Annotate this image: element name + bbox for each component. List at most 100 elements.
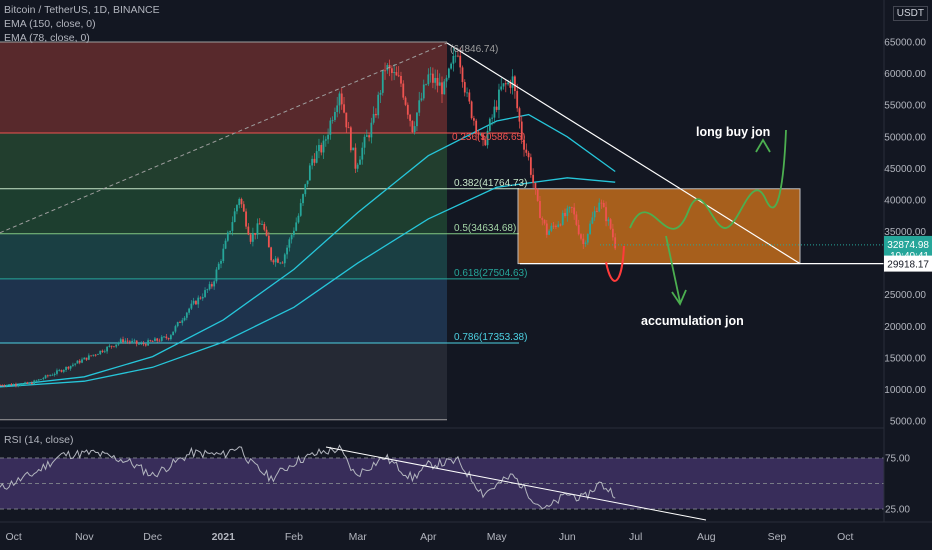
candle-body [475,120,478,134]
candle-body [559,224,562,226]
price-tick-label: 20000.00 [884,322,926,333]
candle-body [229,230,232,233]
candle-body [117,342,120,345]
candle-body [402,83,405,98]
candle-body [409,114,412,121]
accumulation-box [517,188,801,265]
candle-body [352,147,355,151]
candle-body [463,82,466,93]
candle-body [238,198,241,206]
rsi-panel [0,427,884,521]
symbol-legend[interactable]: Bitcoin / TetherUS, 1D, BINANCE [4,4,160,16]
candle-body [354,147,357,169]
time-tick-label: May [487,531,508,543]
ema-line [0,113,616,387]
candle-body [580,234,582,239]
time-scale[interactable] [0,522,932,550]
rsi-trendline [325,446,707,521]
candle-body [614,237,617,249]
candle-body [17,385,20,387]
fib-label: 0.236(50586.65) [452,132,525,143]
fib-label: 0.382(41764.73) [454,178,527,189]
candle-body [593,211,596,218]
candle-body [434,77,437,83]
candle-body [482,134,484,140]
candle-body [427,74,430,85]
candle-body [527,152,530,158]
candle-body [60,370,63,372]
fib-zone [0,133,447,189]
candle-body [176,322,179,327]
rsi-line [0,444,616,510]
time-tick-label: Feb [285,531,303,543]
candle-body [520,121,523,140]
currency-badge[interactable]: USDT [892,6,928,21]
price-tick-label: 45000.00 [884,164,926,175]
candle-body [308,165,311,181]
candle-body [49,375,52,376]
candle-body [279,262,282,264]
candle-body [174,326,177,332]
candle-body [468,92,471,102]
candle-body [224,240,227,249]
candle-body [242,204,245,212]
candle-body [226,232,229,241]
candle-body [222,248,225,261]
candle-body [119,339,122,343]
candle-body [208,284,211,290]
candle-body [555,225,557,227]
candle-body [570,206,573,208]
candle-body [140,343,143,345]
trend-drawings [0,42,884,306]
candle-body [404,97,407,105]
candle-body [281,262,284,264]
candle-body [568,206,571,209]
fib-trend-dashed [0,42,448,234]
high-label: (64846.74) [450,44,498,55]
price-tags: 32874.9819:40:4129918.17 [600,235,932,272]
candle-body [92,354,95,356]
price-scale[interactable] [884,0,932,550]
candle-body [1,385,4,386]
candle-body [311,158,314,166]
accumulation-annotation: accumulation jon [641,314,744,328]
candle-body [516,91,519,109]
candle-body [313,158,316,163]
candle-body [477,133,480,135]
candle-body [329,120,332,135]
candle-body [215,269,218,282]
candle-body [411,120,414,133]
candle-body [69,365,72,369]
candle-body [35,380,38,382]
candle-body [361,147,364,160]
time-tick-label: Nov [75,531,94,543]
ema150-legend[interactable]: EMA (150, close, 0) [4,18,96,30]
candle-body [447,68,450,78]
fib-label: 0.618(27504.63) [454,268,527,279]
ema78-legend[interactable]: EMA (78, close, 0) [4,32,90,44]
time-tick-label: Aug [697,531,716,543]
candle-body [108,345,111,347]
candle-body [12,384,15,386]
price-tick-label: 60000.00 [884,69,926,80]
rsi-legend[interactable]: RSI (14, close) [4,434,74,446]
candle-body [151,341,154,342]
candle-body [384,70,386,72]
candle-body [199,297,202,299]
projection-path [629,129,787,230]
candle-body [106,346,108,352]
fib-label: 0.786(17353.38) [454,332,527,343]
candle-body [550,225,553,231]
candle-body [327,134,329,140]
candle-body [233,211,236,223]
candle-body [470,101,473,119]
candle-body [322,140,325,153]
candle-body [338,93,341,106]
candle-body [340,93,343,105]
candle-body [450,63,453,69]
candle-body [78,360,81,363]
candle-body [201,296,204,299]
candle-body [204,290,206,297]
